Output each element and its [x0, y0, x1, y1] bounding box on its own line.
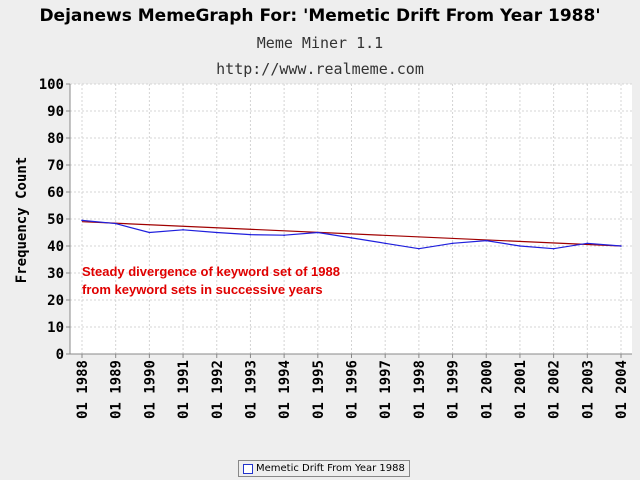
y-tick-label: 60: [47, 185, 64, 201]
data-point: [586, 242, 589, 245]
y-tick-label: 0: [56, 347, 64, 363]
data-point: [182, 229, 184, 231]
data-point: [350, 237, 353, 239]
x-tick-label: 01 1999: [446, 360, 462, 419]
data-point: [317, 231, 319, 234]
trendline: [81, 221, 622, 247]
x-tick-label: 01 1992: [210, 360, 226, 419]
data-point: [215, 231, 218, 234]
y-tick-label: 80: [47, 131, 64, 147]
annotation-line-2: from keyword sets in successive years: [82, 282, 323, 297]
x-tick-label: 01 1990: [142, 360, 158, 419]
x-tick-label: 01 1993: [243, 360, 259, 419]
x-tick-label: 01 1991: [176, 360, 192, 419]
gridlines: [70, 83, 632, 355]
x-tick-label: 01 2004: [614, 360, 630, 419]
y-tick-label: 50: [47, 212, 64, 228]
chart-subtitle: Meme Miner 1.1: [256, 34, 384, 52]
y-tick-label: 40: [47, 239, 64, 255]
x-tick-label: 01 2001: [513, 360, 529, 419]
x-tick-label: 01 1998: [412, 360, 428, 419]
x-tick-label: 01 2000: [479, 360, 495, 419]
trendline-layer: [81, 221, 622, 247]
chart-url: http://www.realmeme.com: [216, 60, 424, 78]
x-tick-label: 01 1989: [109, 360, 125, 419]
data-point: [519, 245, 521, 247]
data-point: [451, 242, 454, 245]
y-tick-label: 100: [39, 77, 64, 93]
x-tick-label: 01 1996: [345, 360, 361, 419]
x-tick-label: 01 1988: [75, 360, 91, 419]
data-point: [249, 233, 252, 236]
x-tick-label: 01 2003: [580, 360, 596, 419]
legend-label: Memetic Drift From Year 1988: [256, 463, 405, 474]
data-point: [552, 247, 555, 250]
x-tick-label: 01 2002: [547, 360, 563, 419]
chart-title: Dejanews MemeGraph For: 'Memetic Drift F…: [39, 6, 601, 26]
series-layer: [81, 219, 622, 250]
y-tick-label: 20: [47, 293, 64, 309]
legend: Memetic Drift From Year 1988: [238, 460, 410, 477]
annotation-line-1: Steady divergence of keyword set of 1988: [82, 264, 340, 279]
y-tick-label: 70: [47, 158, 64, 174]
data-point: [81, 219, 83, 222]
legend-swatch: [243, 463, 253, 474]
x-tick-label: 01 1995: [311, 360, 327, 419]
y-axis-label: Frequency Count: [14, 157, 30, 283]
data-point: [384, 242, 386, 245]
data-point: [114, 222, 117, 225]
y-tick-label: 90: [47, 104, 64, 120]
x-tick-label: 01 1997: [378, 360, 394, 419]
y-tick-label: 10: [47, 320, 64, 336]
axes: 0 10 20 30 40 50 60 70 80 90 100 01 1988 01 1989 01 1…: [39, 77, 632, 419]
data-point: [148, 231, 151, 234]
data-point: [485, 239, 488, 242]
data-point: [283, 234, 285, 236]
y-tick-label: 30: [47, 266, 64, 282]
data-point: [418, 247, 420, 250]
x-tick-label: 01 1994: [277, 360, 293, 419]
data-point: [620, 245, 622, 247]
